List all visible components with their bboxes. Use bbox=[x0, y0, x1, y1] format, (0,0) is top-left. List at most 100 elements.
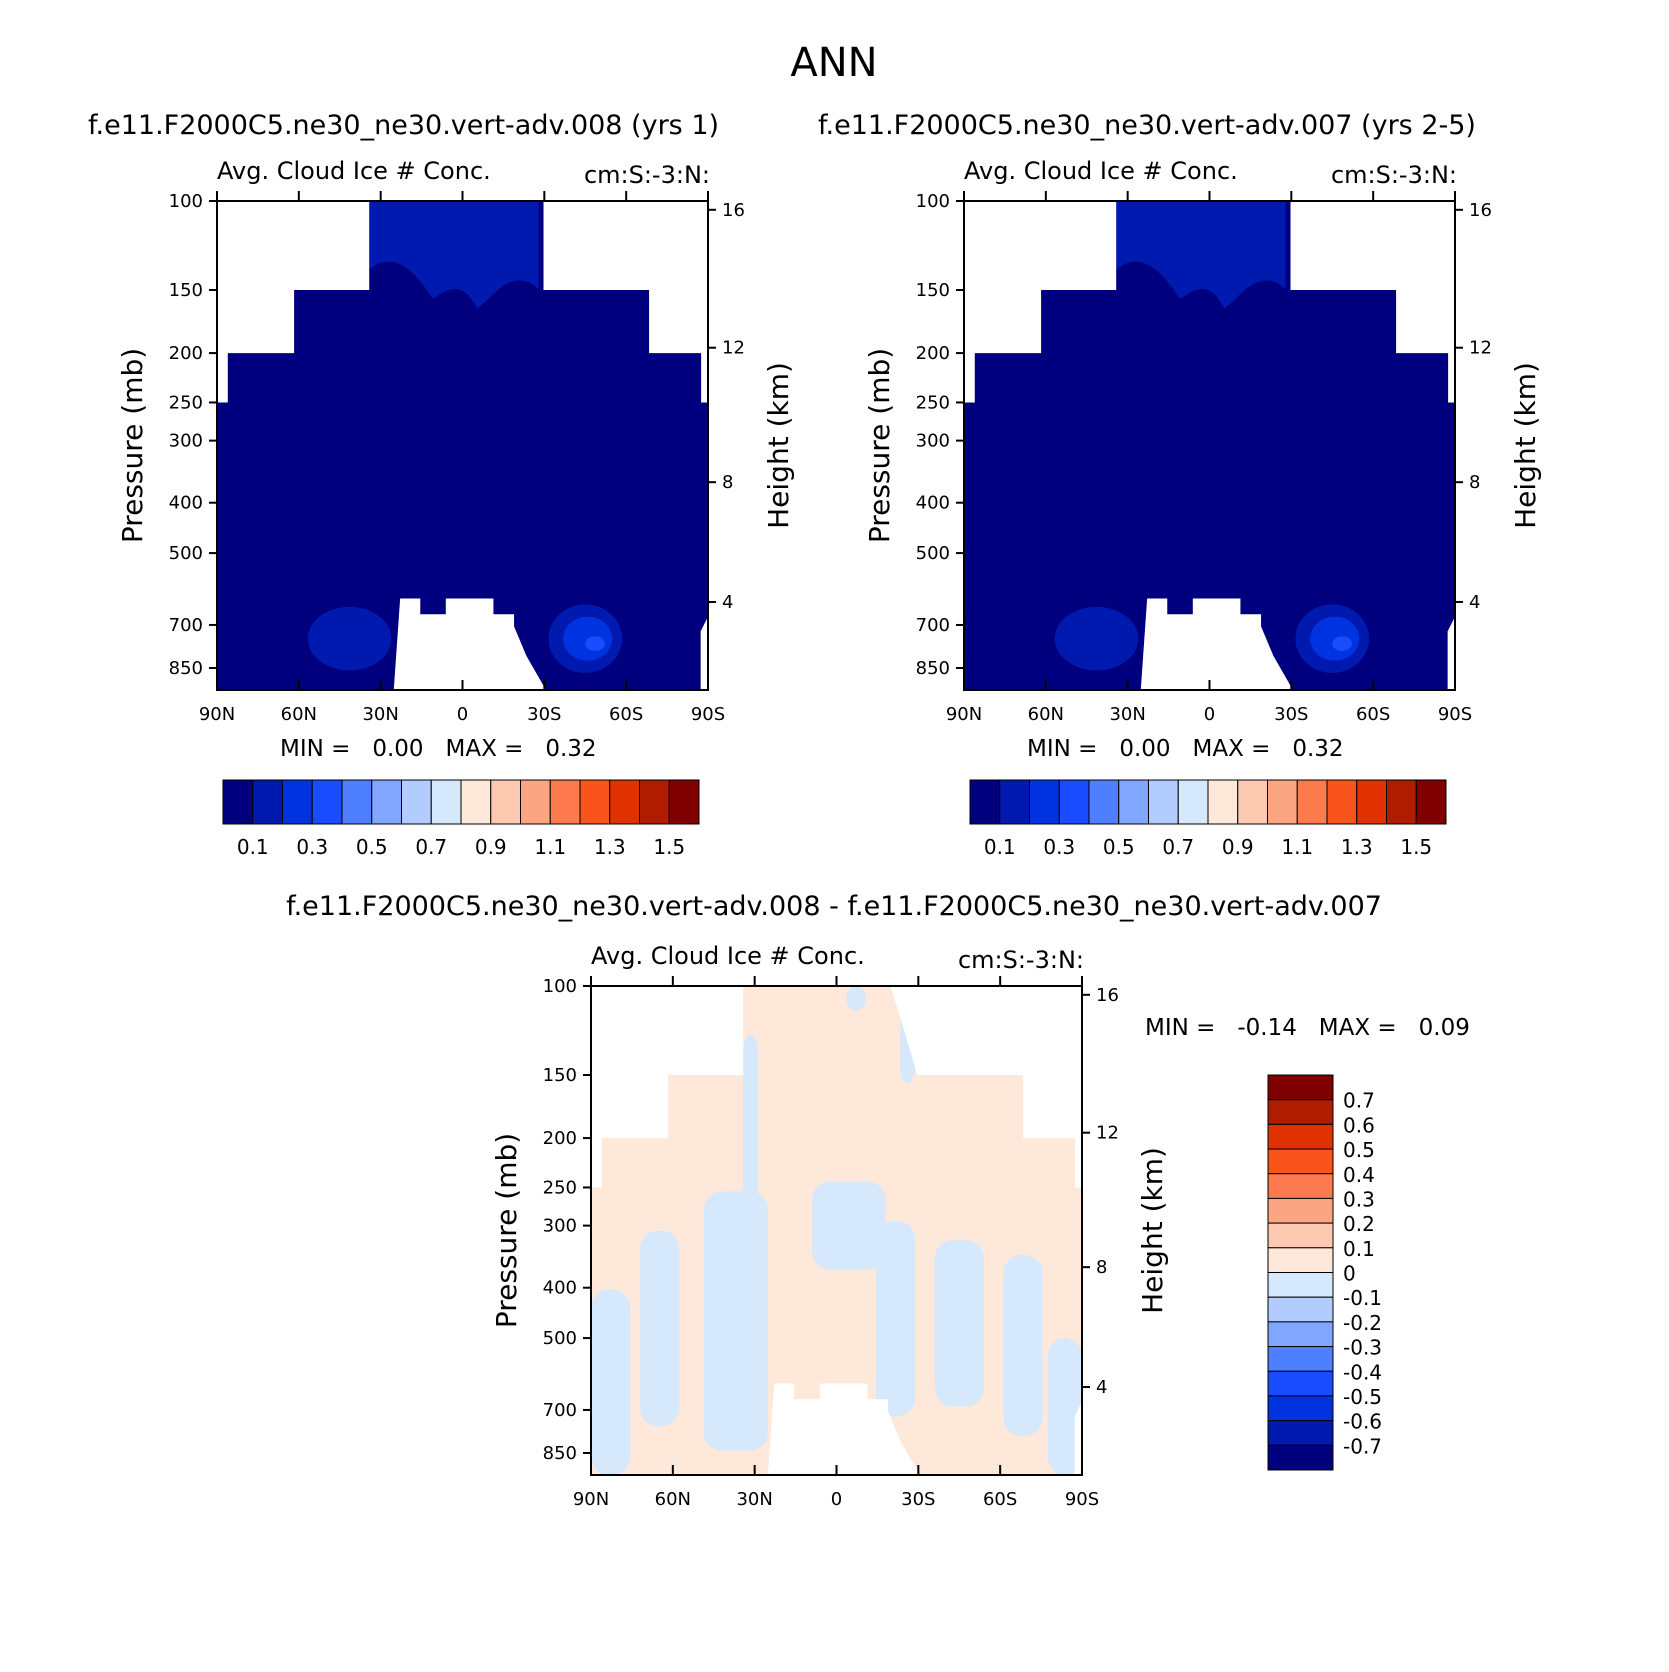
colorbar-swatch bbox=[1415, 779, 1447, 825]
contour-sh-max bbox=[563, 616, 613, 661]
negative-contour bbox=[1047, 1338, 1082, 1475]
colorbar-swatch bbox=[1237, 779, 1268, 825]
y2tick-label: 8 bbox=[1096, 1257, 1107, 1278]
colorbar-swatch bbox=[1267, 1444, 1334, 1471]
colorbar-swatch bbox=[1267, 1222, 1334, 1249]
ytick-label: 400 bbox=[169, 493, 203, 514]
contour-nh-low bbox=[1054, 606, 1139, 671]
colorbar-label: -0.1 bbox=[1343, 1286, 1382, 1310]
colorbar-label: -0.4 bbox=[1343, 1360, 1382, 1384]
colorbar-label: -0.5 bbox=[1343, 1385, 1382, 1409]
missing-region bbox=[890, 986, 1082, 1188]
figure-title: ANN bbox=[790, 40, 877, 86]
colorbar-swatch bbox=[969, 779, 1001, 825]
missing-region bbox=[767, 1383, 920, 1475]
ytick-label: 850 bbox=[543, 1443, 577, 1464]
colorbar-swatch bbox=[341, 779, 373, 825]
y-axis-label: Pressure (mb) bbox=[863, 348, 896, 543]
panel-difference: f.e11.F2000C5.ne30_ne30.vert-adv.008 - f… bbox=[286, 891, 1470, 1510]
xtick-label: 60N bbox=[655, 1489, 691, 1510]
colorbar-label: 0.3 bbox=[1043, 835, 1075, 859]
contour-sh-core bbox=[585, 636, 605, 651]
ytick-label: 200 bbox=[169, 343, 203, 364]
colorbar-label: 0.2 bbox=[1343, 1212, 1375, 1236]
y2tick-label: 4 bbox=[722, 592, 733, 613]
negative-contour bbox=[1003, 1254, 1043, 1436]
xtick-label: 60S bbox=[609, 704, 643, 725]
colorbar-swatch bbox=[371, 779, 402, 825]
colorbar-label: 0.4 bbox=[1343, 1163, 1375, 1187]
ytick-label: 150 bbox=[916, 280, 950, 301]
colorbar-swatch bbox=[1267, 1296, 1334, 1323]
xtick-label: 90N bbox=[199, 704, 235, 725]
colorbar-swatch bbox=[222, 779, 254, 825]
colorbar-swatch bbox=[1267, 1395, 1334, 1422]
y2tick-label: 4 bbox=[1469, 592, 1480, 613]
panel-title: f.e11.F2000C5.ne30_ne30.vert-adv.008 - f… bbox=[286, 891, 1382, 922]
xtick-label: 30S bbox=[901, 1489, 935, 1510]
negative-contour bbox=[934, 1240, 984, 1407]
xtick-label: 90S bbox=[1065, 1489, 1099, 1510]
y2tick-label: 16 bbox=[1469, 200, 1492, 221]
colorbar-label: 0.3 bbox=[296, 835, 328, 859]
negative-contour bbox=[875, 1220, 916, 1417]
colorbar-label: 0.6 bbox=[1343, 1113, 1375, 1137]
xtick-label: 0 bbox=[457, 704, 468, 725]
colorbar-label: -0.3 bbox=[1343, 1336, 1382, 1360]
colorbar-swatch bbox=[1058, 779, 1090, 825]
y-axis-label: Pressure (mb) bbox=[116, 348, 149, 543]
colorbar-label: 1.1 bbox=[534, 835, 566, 859]
negative-contour bbox=[811, 1181, 886, 1270]
colorbar-swatch bbox=[1356, 779, 1387, 825]
colorbar-label: 0.7 bbox=[1162, 835, 1194, 859]
xtick-label: 90N bbox=[946, 704, 982, 725]
ytick-label: 850 bbox=[169, 658, 203, 679]
panel-title: f.e11.F2000C5.ne30_ne30.vert-adv.007 (yr… bbox=[818, 110, 1476, 141]
xtick-label: 30N bbox=[362, 704, 398, 725]
missing-region bbox=[1290, 201, 1455, 403]
colorbar-swatch bbox=[1267, 1148, 1334, 1175]
colorbar-swatch bbox=[490, 779, 521, 825]
colorbar-swatch bbox=[1267, 1099, 1334, 1125]
contour-upper bbox=[1116, 201, 1286, 309]
y2-axis-label: Height (km) bbox=[1509, 362, 1542, 529]
missing-region bbox=[700, 616, 708, 690]
ytick-label: 850 bbox=[916, 658, 950, 679]
ytick-label: 400 bbox=[916, 493, 950, 514]
xtick-label: 60S bbox=[1356, 704, 1390, 725]
colorbar-label: -0.6 bbox=[1343, 1410, 1382, 1434]
colorbar-swatch bbox=[311, 779, 343, 825]
colorbar-swatch bbox=[1267, 1197, 1334, 1224]
colorbar-label: 0.5 bbox=[356, 835, 388, 859]
colorbar-swatch bbox=[1326, 779, 1358, 825]
y2tick-label: 16 bbox=[1096, 985, 1119, 1006]
contour-nh-low bbox=[307, 606, 392, 671]
colorbar-swatch bbox=[1296, 779, 1328, 825]
colorbar-swatch bbox=[282, 779, 313, 825]
negative-contour bbox=[640, 1230, 680, 1427]
y2-axis-label: Height (km) bbox=[762, 362, 795, 529]
colorbar-swatch bbox=[668, 779, 700, 825]
missing-region bbox=[591, 986, 744, 1188]
colorbar-label: 0.9 bbox=[1222, 835, 1254, 859]
y2tick-label: 16 bbox=[722, 200, 745, 221]
ytick-label: 200 bbox=[916, 343, 950, 364]
colorbar-swatch bbox=[1267, 1370, 1334, 1397]
colorbar-label: 1.5 bbox=[1400, 835, 1432, 859]
colorbar-swatch bbox=[1267, 1346, 1334, 1372]
ytick-label: 500 bbox=[916, 543, 950, 564]
colorbar-swatch bbox=[1267, 1321, 1334, 1348]
panel-subtitle-left: Avg. Cloud Ice # Conc. bbox=[964, 157, 1238, 185]
colorbar-swatch bbox=[460, 779, 492, 825]
negative-contour bbox=[591, 1289, 631, 1475]
missing-region bbox=[964, 201, 1117, 403]
ytick-label: 700 bbox=[916, 615, 950, 636]
panel-subtitle-right: cm:S:-3:N: bbox=[584, 161, 710, 189]
ytick-label: 300 bbox=[916, 431, 950, 452]
colorbar-swatch bbox=[1267, 779, 1298, 825]
contour-upper bbox=[369, 201, 539, 309]
negative-contour bbox=[743, 1034, 758, 1207]
colorbar-label: 0.5 bbox=[1343, 1138, 1375, 1162]
xtick-label: 90S bbox=[1438, 704, 1472, 725]
missing-region bbox=[1447, 616, 1455, 690]
